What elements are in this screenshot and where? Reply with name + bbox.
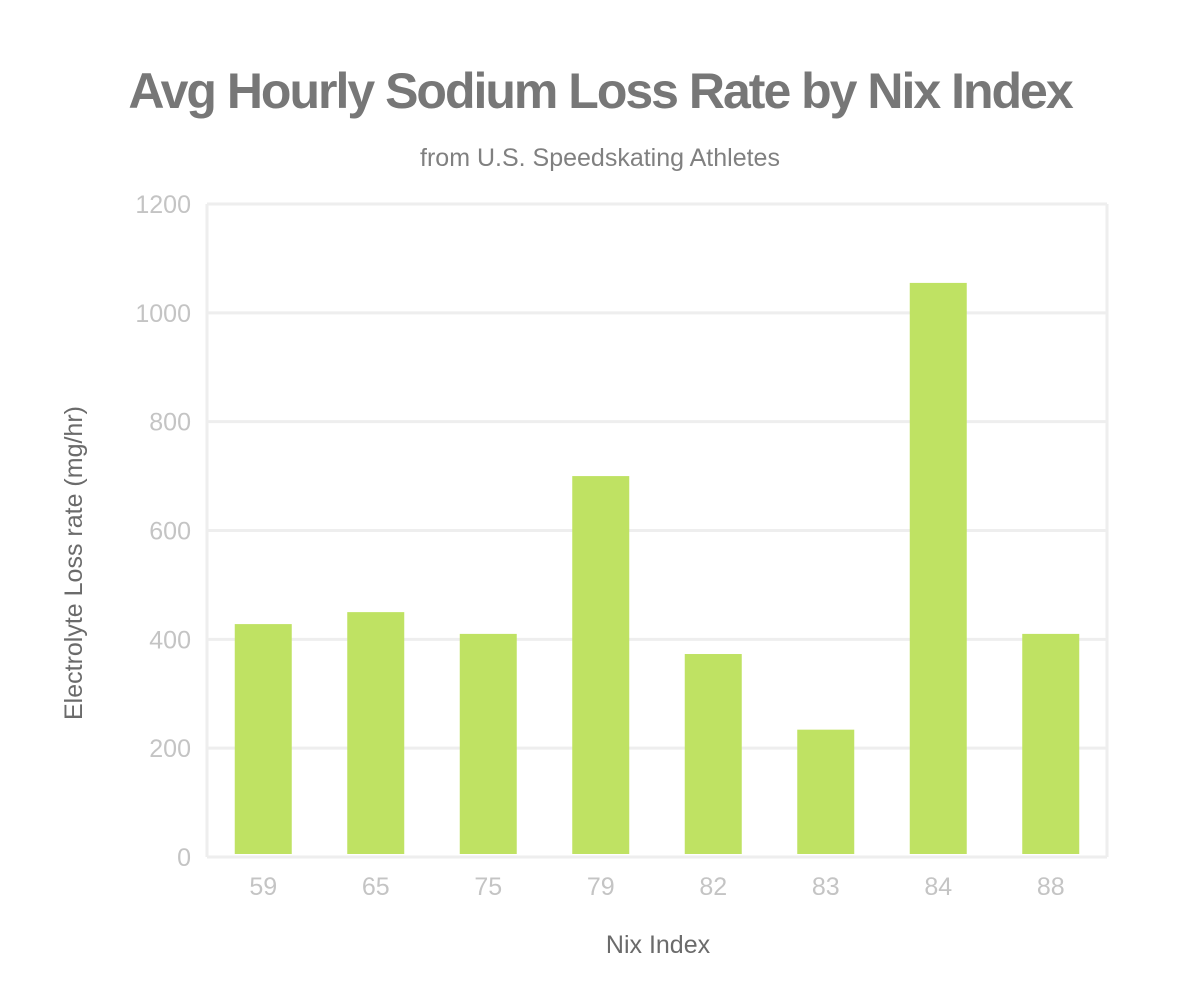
x-axis-ticks: 59 65 75 79 82 83 84 88	[249, 873, 1064, 901]
bar	[684, 654, 742, 854]
y-axis-title: Electrolyte Loss rate (mg/hr)	[60, 406, 88, 720]
bar	[797, 729, 855, 854]
y-tick-label: 600	[149, 518, 191, 546]
chart-subtitle: from U.S. Speedskating Athletes	[420, 144, 780, 172]
x-axis-title: Nix Index	[606, 931, 711, 959]
grid-lines	[205, 202, 1109, 859]
y-axis-ticks: 0 200 400 600 800 1000 1200	[135, 191, 191, 872]
y-tick-label: 1000	[135, 300, 191, 328]
chart-title: Avg Hourly Sodium Loss Rate by Nix Index	[128, 63, 1073, 119]
x-tick-label: 84	[924, 873, 952, 901]
y-tick-label: 800	[149, 409, 191, 437]
x-tick-label: 79	[587, 873, 615, 901]
bar	[347, 612, 405, 854]
bars	[234, 282, 1080, 854]
bar	[1022, 633, 1080, 854]
bar	[459, 633, 517, 854]
x-tick-label: 75	[474, 873, 502, 901]
y-tick-label: 0	[177, 844, 191, 872]
x-tick-label: 59	[249, 873, 277, 901]
x-tick-label: 83	[812, 873, 840, 901]
x-tick-label: 88	[1037, 873, 1065, 901]
y-tick-label: 200	[149, 735, 191, 763]
x-tick-label: 65	[362, 873, 390, 901]
y-tick-label: 1200	[135, 191, 191, 219]
y-tick-label: 400	[149, 626, 191, 654]
bar	[234, 624, 292, 854]
x-tick-label: 82	[699, 873, 727, 901]
bar	[572, 476, 630, 854]
bar	[909, 282, 967, 854]
